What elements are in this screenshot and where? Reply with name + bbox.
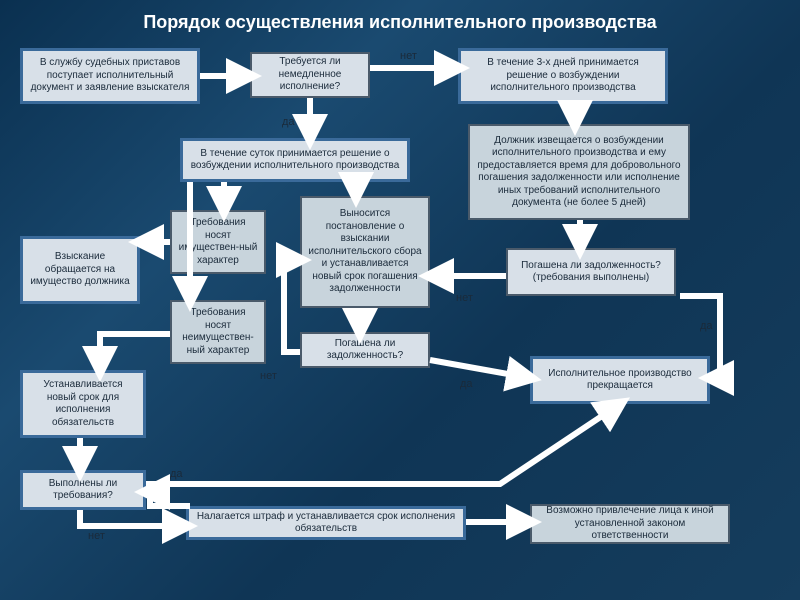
flow-node-n3: В течение 3-х дней принимается решение о…	[458, 48, 668, 104]
edge-label: да	[282, 116, 295, 128]
flow-node-n8: Погашена ли задолженность? (требования в…	[506, 248, 676, 296]
edge-label: нет	[456, 292, 473, 304]
flow-node-n15: Налагается штраф и устанавливается срок …	[186, 506, 466, 540]
flow-node-n16: Возможно привлечение лица к иной установ…	[530, 504, 730, 544]
flow-node-n4: В течение суток принимается решение о во…	[180, 138, 410, 182]
edge-label: нет	[400, 50, 417, 62]
flow-node-n12: Исполнительное производство прекращается	[530, 356, 710, 404]
flow-node-n9: Взыскание обращается на имущество должни…	[20, 236, 140, 304]
edge-label: да	[700, 320, 713, 332]
flow-node-n2: Требуется ли немедленное исполнение?	[250, 52, 370, 98]
flow-node-n14: Выполнены ли требования?	[20, 470, 146, 510]
edge-label: да	[460, 378, 473, 390]
edge	[100, 334, 170, 370]
flow-node-n5: Должник извещается о возбуждении исполни…	[468, 124, 690, 220]
edge	[146, 404, 620, 484]
edge-label: да	[170, 468, 183, 480]
edge	[146, 492, 190, 506]
flow-node-n7: Выносится постановление о взыскании испо…	[300, 196, 430, 308]
edge	[80, 510, 186, 526]
edge-label: нет	[88, 530, 105, 542]
flow-node-n10: Требования носят неимуществен-ный характ…	[170, 300, 266, 364]
flow-node-n1: В службу судебных приставов поступает ис…	[20, 48, 200, 104]
flow-node-n11: Погашена ли задолженность?	[300, 332, 430, 368]
flow-node-n13: Устанавливается новый срок для исполнени…	[20, 370, 146, 438]
flow-node-n6: Требования носят имуществен-ный характер	[170, 210, 266, 274]
edge	[430, 360, 530, 378]
page-title: Порядок осуществления исполнительного пр…	[0, 0, 800, 41]
edge-label: нет	[260, 370, 277, 382]
edge	[284, 260, 300, 352]
